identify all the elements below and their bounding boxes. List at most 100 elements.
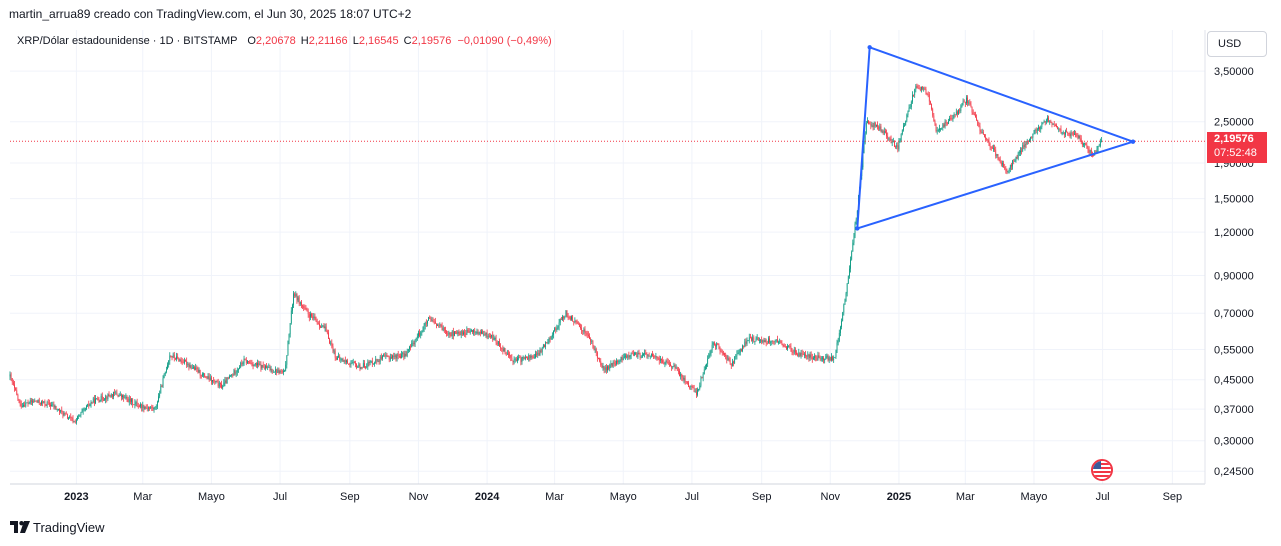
candle xyxy=(894,140,895,148)
candle xyxy=(847,275,849,285)
candle-body xyxy=(622,357,624,361)
candle xyxy=(57,408,59,411)
candle-body xyxy=(80,412,82,415)
candle xyxy=(434,317,436,324)
candle xyxy=(772,340,774,345)
candle-body xyxy=(146,407,148,409)
candle xyxy=(871,121,873,128)
high-value: 2,21166 xyxy=(308,35,348,47)
candle-body xyxy=(569,317,571,320)
candle-body xyxy=(531,355,533,357)
candle-body xyxy=(1101,140,1102,142)
time-tick-label: Jul xyxy=(273,491,287,503)
candle xyxy=(476,328,478,335)
candle-body xyxy=(433,321,435,323)
candle-body xyxy=(1085,143,1087,146)
candle-body xyxy=(649,356,651,358)
candle-body xyxy=(488,335,490,337)
candle xyxy=(139,404,140,408)
symbol-name[interactable]: XRP/Dólar estadounidense · 1D · BITSTAMP xyxy=(17,35,238,47)
candle-body xyxy=(912,94,913,102)
candle xyxy=(844,298,846,305)
candle xyxy=(514,357,516,363)
candle-body xyxy=(843,304,845,313)
tradingview-logo-icon xyxy=(10,521,30,533)
candle xyxy=(289,323,291,338)
candle xyxy=(537,349,539,358)
candle-body xyxy=(118,395,120,397)
candle-body xyxy=(1051,122,1053,125)
candle-body xyxy=(440,324,442,326)
candle xyxy=(1060,125,1062,134)
candle xyxy=(538,350,540,357)
candle xyxy=(918,84,920,90)
candle-body xyxy=(664,362,666,365)
candle xyxy=(987,138,989,143)
candle xyxy=(870,121,872,130)
candle xyxy=(670,361,671,367)
currency-button[interactable]: USD xyxy=(1207,31,1267,57)
candle-body xyxy=(90,401,92,405)
candle xyxy=(168,360,170,368)
candle-body xyxy=(497,341,499,345)
candle xyxy=(258,360,260,368)
candle-body xyxy=(542,344,544,348)
candle xyxy=(259,361,261,366)
candle xyxy=(590,337,592,346)
candle xyxy=(966,95,967,105)
candle xyxy=(831,353,832,362)
candle xyxy=(1013,159,1015,165)
candle-body xyxy=(790,346,792,352)
candle xyxy=(661,358,662,364)
candle xyxy=(199,369,201,379)
candle xyxy=(459,331,461,336)
candle-body xyxy=(881,130,883,132)
candle xyxy=(506,350,508,355)
candle xyxy=(960,104,962,114)
candle-body xyxy=(735,355,737,357)
candle xyxy=(986,137,988,142)
candle-body xyxy=(730,363,732,366)
triangle-anchor-point xyxy=(1130,139,1136,144)
candle xyxy=(584,326,586,337)
candle-body xyxy=(648,355,650,357)
candle xyxy=(688,380,689,388)
candle xyxy=(16,387,18,396)
candle xyxy=(1032,133,1034,142)
candle xyxy=(477,329,479,336)
us-flag-icon[interactable] xyxy=(1091,459,1113,481)
candle-body xyxy=(849,268,850,276)
candle xyxy=(117,394,119,398)
candle-body xyxy=(688,382,689,387)
candle xyxy=(849,265,850,279)
triangle-pattern-drawing[interactable] xyxy=(855,45,1136,231)
candle-body xyxy=(889,138,891,140)
candle-body xyxy=(428,317,429,321)
candle-body xyxy=(418,332,419,337)
candle-body xyxy=(700,377,702,386)
time-tick-label: Sep xyxy=(340,491,360,503)
candle xyxy=(605,363,607,374)
candle xyxy=(1059,128,1061,132)
candle-body xyxy=(628,355,630,358)
candle-body xyxy=(663,362,665,365)
candle-body xyxy=(559,319,561,323)
candle-body xyxy=(368,362,370,364)
candle-body xyxy=(175,357,176,360)
candle-body xyxy=(724,353,725,355)
candle-body xyxy=(359,364,361,370)
symbol-legend[interactable]: XRP/Dólar estadounidense · 1D · BITSTAMP… xyxy=(17,35,552,47)
candle xyxy=(75,417,77,425)
candle-body xyxy=(950,118,952,119)
candle-body xyxy=(190,365,192,369)
candle-body xyxy=(964,102,966,104)
candle-body xyxy=(123,395,125,399)
candle-body xyxy=(34,400,36,402)
candle xyxy=(1000,160,1002,167)
candle-body xyxy=(57,409,59,410)
candle-body xyxy=(323,325,325,329)
candle-body xyxy=(1048,117,1049,123)
candle xyxy=(202,372,203,377)
candle xyxy=(143,404,145,413)
